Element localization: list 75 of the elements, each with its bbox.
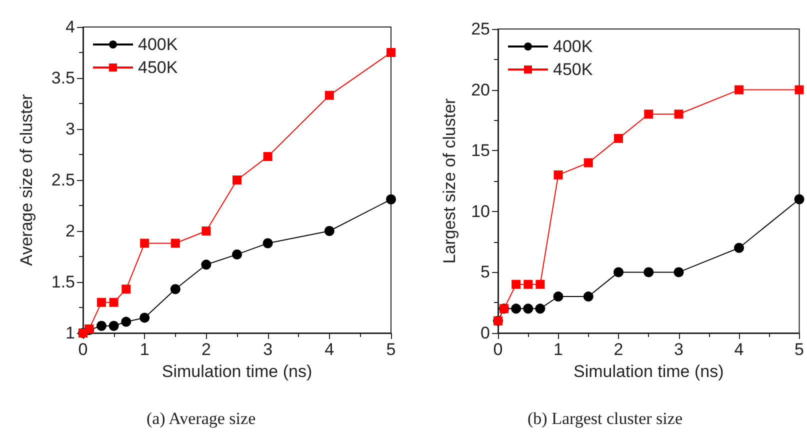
text: (b) Largest cluster size [528,409,682,428]
point [140,312,150,323]
y-tick-label: 15 [471,141,490,160]
point [386,194,396,204]
x-tick-label: 3 [674,340,684,359]
point [794,194,804,204]
point [734,85,744,94]
y-tick-label: 20 [471,80,490,100]
y-tick-label: 2 [66,222,75,240]
point [386,48,396,57]
point [554,170,563,180]
point [584,158,593,168]
y-tick-label: 2.5 [51,170,75,190]
point [324,226,334,236]
legend-label: 400K [138,35,178,54]
x-tick-label: 3 [263,340,273,359]
x-tick-label: 1 [140,340,150,359]
y-tick-label: 5 [480,262,490,282]
point [96,298,106,307]
x-tick-label: 2 [614,340,624,359]
point [201,260,212,270]
y-axis-title: Average size of cluster [17,94,36,266]
point [324,90,334,100]
y-tick-label: 1 [66,324,75,342]
y-tick-label: 3.5 [51,68,75,88]
point [262,238,273,248]
point [108,320,119,331]
point [583,292,594,302]
x-tick-label: 4 [734,340,744,359]
point [614,134,624,143]
point [122,284,131,294]
point [170,284,180,294]
point [202,226,211,236]
y-tick-label: 0 [480,324,490,342]
x-tick-label: 1 [554,340,563,359]
point [644,110,654,119]
point [523,304,534,314]
y-tick-label: 25 [471,20,490,38]
text: (a) Average size [146,409,256,428]
point [674,267,684,278]
point [614,267,624,278]
point [644,267,654,278]
point [109,298,118,307]
point [535,304,546,314]
x-tick-label: 5 [386,340,396,359]
point [232,176,242,184]
point [794,85,804,94]
x-axis-title: Simulation time (ns) [162,362,312,381]
point [232,249,242,260]
y-tick-label: 4 [66,18,75,36]
point [553,292,564,302]
point [263,152,272,162]
legend-label: 450K [553,60,594,79]
point [170,238,180,248]
point [536,280,545,289]
y-tick-label: 3 [66,120,75,138]
x-axis-title: Simulation time (ns) [574,362,724,381]
x-tick-label: 4 [324,340,334,359]
x-tick-label: 0 [493,340,503,359]
point [121,316,132,327]
point [674,110,684,119]
legend-label: 450K [138,58,178,77]
point [734,242,744,253]
point [512,280,521,289]
point [524,280,533,289]
x-tick-label: 5 [794,340,804,359]
x-tick-label: 2 [201,340,211,359]
y-tick-label: 1.5 [51,272,75,292]
y-tick-label: 10 [471,202,490,221]
legend-label: 400K [553,37,594,56]
y-axis-title: Largest size of cluster [440,98,459,264]
point [140,238,150,248]
point [96,320,106,331]
x-tick-label: 0 [78,340,88,359]
point [511,304,522,314]
